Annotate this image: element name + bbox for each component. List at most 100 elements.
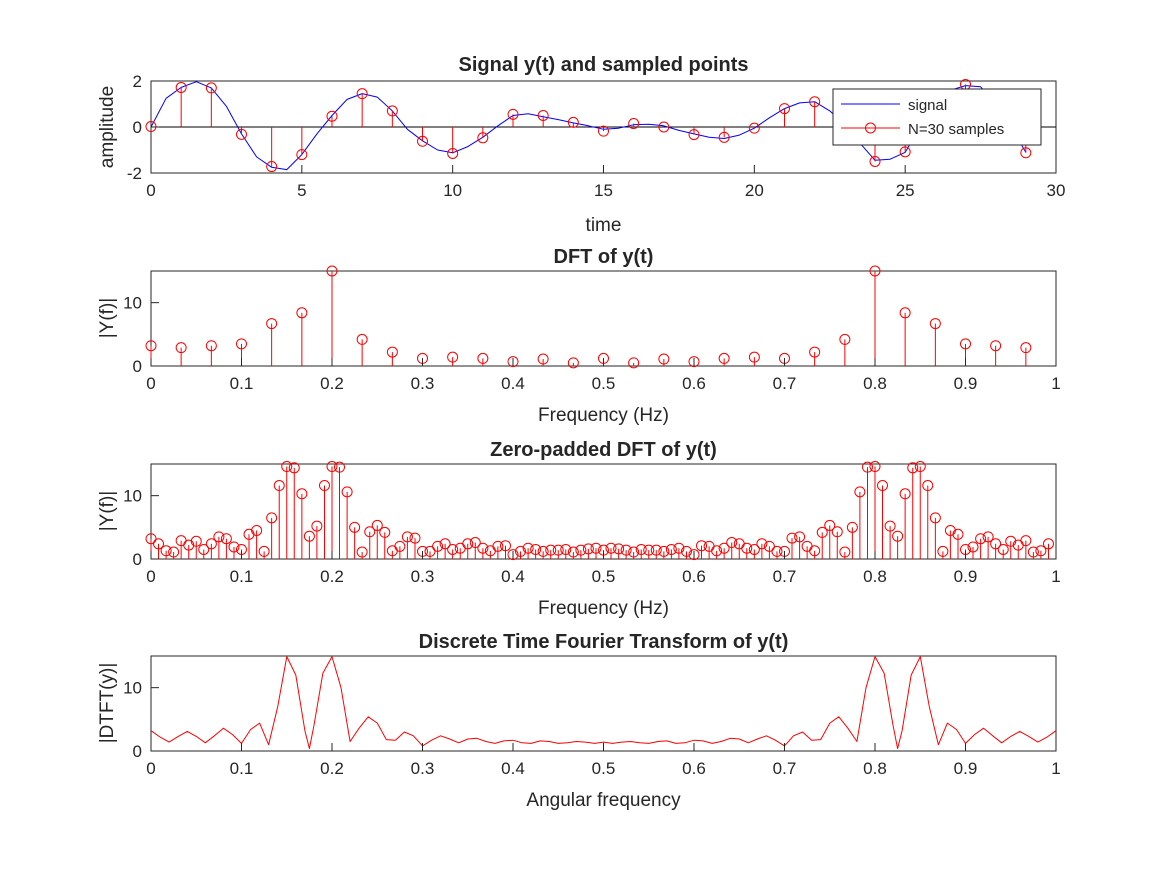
stem-marker (575, 544, 587, 556)
y-tick-label: 10 (123, 679, 142, 698)
stem-marker (401, 531, 413, 543)
stem-marker (658, 353, 670, 365)
stem-marker (326, 110, 338, 122)
x-tick-label: 5 (297, 181, 306, 200)
stem-marker (205, 538, 217, 550)
stem-marker (205, 340, 217, 352)
x-tick-label: 0.8 (863, 759, 887, 778)
stem-marker (899, 488, 911, 500)
stem-marker (1027, 546, 1039, 558)
stem-marker (786, 532, 798, 544)
stem-marker (816, 526, 828, 538)
stem-marker (628, 357, 640, 369)
x-tick-label: 0.4 (501, 374, 525, 393)
stem-marker (824, 519, 836, 531)
stem-marker (696, 540, 708, 552)
y-tick-label: 0 (133, 550, 142, 569)
stem-marker (409, 532, 421, 544)
y-axis-label: |Y(f)| (97, 298, 118, 338)
stem-marker (794, 531, 806, 543)
y-tick-label: 0 (133, 742, 142, 761)
stem-marker (567, 357, 579, 369)
x-tick-label: 0.5 (592, 759, 616, 778)
stem-marker (432, 540, 444, 552)
stem-marker (545, 544, 557, 556)
stem-marker (447, 544, 459, 555)
stem-marker (997, 544, 1009, 555)
stem-marker (613, 543, 625, 555)
y-axis-label: |DTFT(y)| (97, 663, 118, 744)
marks-layer (145, 78, 1056, 173)
stem-marker (477, 542, 489, 554)
stem-marker (326, 461, 338, 473)
stem-marker (846, 521, 858, 533)
stem-marker (266, 318, 278, 330)
stem-marker (665, 544, 677, 555)
x-tick-label: 0.9 (954, 567, 978, 586)
legend-samples-marker (865, 122, 876, 134)
stem-marker (990, 538, 1002, 550)
plot-area (150, 270, 1057, 367)
stem-marker (258, 545, 270, 557)
x-tick-label: 0 (146, 759, 155, 778)
stem-marker (839, 333, 851, 345)
stem-marker (236, 338, 247, 350)
stem-marker (763, 540, 775, 552)
x-tick-label: 0.3 (411, 374, 435, 393)
stem-marker (153, 538, 165, 550)
stem-marker (560, 544, 572, 555)
x-tick-label: 0 (146, 374, 155, 393)
x-tick-label: 0.8 (863, 567, 887, 586)
y-ticks: 0 10 (123, 294, 159, 376)
stem-marker (869, 265, 881, 277)
stem-marker (213, 531, 225, 543)
stem-marker (839, 546, 851, 558)
stem-marker (530, 544, 542, 555)
x-ticks: 0 5 10 15 20 25 30 (146, 165, 1065, 200)
stem-marker (914, 461, 926, 473)
stem-marker (884, 520, 896, 532)
stem-marker (688, 356, 700, 368)
y-tick-label: -2 (127, 164, 142, 183)
x-tick-label: 0.2 (320, 374, 344, 393)
stem-marker (567, 546, 579, 558)
legend-box (832, 88, 1042, 146)
stem-marker (303, 530, 315, 542)
x-tick-label: 0.1 (230, 374, 254, 393)
stem-marker (281, 461, 293, 473)
stem-marker (537, 110, 549, 121)
stem-marker (975, 533, 987, 545)
stem-marker (349, 521, 361, 533)
x-ticks: 0 0.1 0.2 0.3 0.4 0.5 0.6 0.7 0.8 0.9 1 (146, 551, 1061, 586)
legend: signal N=30 samples (832, 88, 1042, 146)
stem-marker (356, 88, 368, 100)
stem-marker (1020, 535, 1032, 547)
y-axis-label: |Y(f)| (97, 491, 118, 531)
x-ticks: 0 0.1 0.2 0.3 0.4 0.5 0.6 0.7 0.8 0.9 1 (146, 358, 1061, 393)
stem-marker (356, 546, 368, 558)
stem-marker (266, 161, 278, 173)
stem-marker (273, 480, 285, 492)
x-tick-label: 0.4 (501, 759, 525, 778)
stem-marker (266, 512, 278, 524)
stem-marker (1042, 538, 1054, 550)
stem-marker (1020, 342, 1032, 354)
stem-marker (492, 540, 504, 552)
legend-samples-label: N=30 samples (908, 121, 1004, 138)
stem-marker (741, 542, 753, 554)
stem-marker (205, 82, 217, 94)
chart-title: Discrete Time Fourier Transform of y(t) (419, 631, 789, 653)
stem-marker (899, 146, 911, 158)
x-tick-label: 0.7 (773, 567, 797, 586)
stem-marker (952, 528, 964, 540)
stem-marker (334, 461, 346, 473)
stem-marker (168, 546, 180, 558)
x-tick-label: 25 (896, 181, 915, 200)
x-axis-label: Frequency (Hz) (538, 405, 669, 426)
y-ticks: 0 10 (123, 679, 159, 761)
stem-marker (311, 520, 323, 532)
stem-marker (424, 545, 436, 557)
stem-marker (861, 461, 873, 473)
y-ticks: -2 0 2 (127, 72, 159, 183)
stem-marker (439, 538, 451, 550)
